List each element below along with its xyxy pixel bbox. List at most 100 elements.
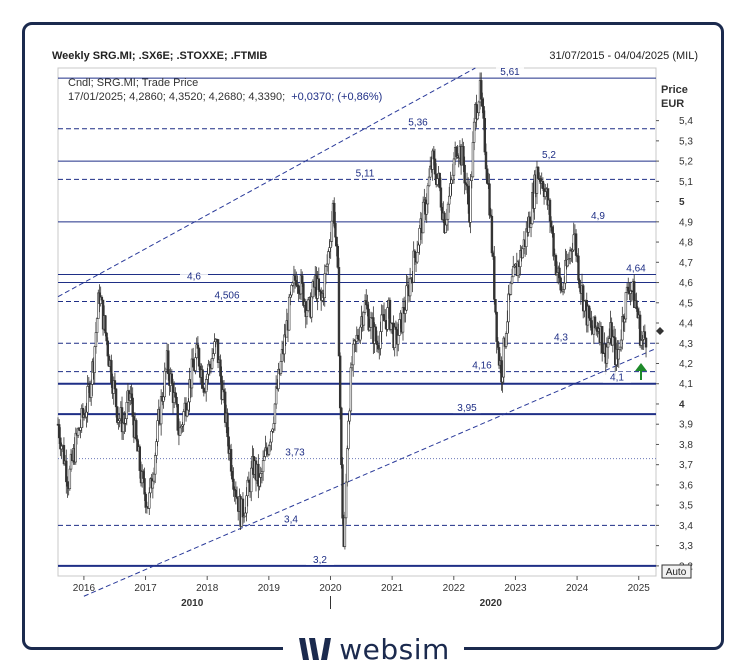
candle-body <box>484 151 488 170</box>
y-tick-label: 4,6 <box>679 278 693 289</box>
candle-body <box>175 396 178 405</box>
y-tick-label: 5 <box>679 197 685 208</box>
candle-body <box>263 456 266 461</box>
candle-body <box>65 460 68 483</box>
y-tick-label: 3,7 <box>679 460 693 471</box>
candle-body <box>201 369 204 389</box>
candle-body <box>113 380 117 390</box>
level-label-bg <box>306 553 334 565</box>
candle-body <box>156 420 159 442</box>
candle-body <box>144 493 147 508</box>
candle-body <box>186 409 189 417</box>
info-ohlc: 17/01/2025; 4,2860; 4,3520; 4,2680; 4,33… <box>68 91 285 103</box>
candle-body <box>244 512 247 517</box>
candle-body <box>219 359 222 377</box>
y-tick-label: 4,7 <box>679 258 693 269</box>
candle-body <box>347 420 350 449</box>
candle-body <box>57 424 61 439</box>
level-label-bg <box>213 289 241 301</box>
candle-body <box>327 251 330 265</box>
candle-body <box>421 201 425 234</box>
candle-body <box>259 473 262 478</box>
candle-body <box>382 314 386 322</box>
x-tick-label: 2019 <box>258 583 281 594</box>
candle-body <box>245 495 248 514</box>
candle-body <box>394 326 398 330</box>
candlesticks <box>56 72 648 550</box>
candle-body <box>143 478 146 495</box>
y-tick-label: 3,5 <box>679 501 693 512</box>
candle-body <box>510 276 514 284</box>
candle-body <box>287 296 291 331</box>
candle-body <box>509 282 513 295</box>
candle-body <box>397 335 400 345</box>
candle-body <box>170 373 174 384</box>
candle-body <box>477 101 481 114</box>
candle-body <box>329 241 332 248</box>
logo-text: websim <box>339 632 450 666</box>
candle-body <box>269 441 272 447</box>
y-tick-label: 5,2 <box>679 157 693 168</box>
candle-body <box>462 146 465 166</box>
candle-body <box>416 251 419 263</box>
level-label: 4,6 <box>187 272 201 283</box>
candle-body <box>100 296 104 301</box>
candle-body <box>436 178 439 185</box>
y-tick-label: 4,5 <box>679 298 693 309</box>
y-tick-label: 3,4 <box>679 521 693 532</box>
candle-body <box>365 300 368 306</box>
candle-body <box>79 427 82 431</box>
x-tick-label: 2024 <box>566 583 589 594</box>
up-arrow-icon <box>635 363 647 380</box>
candle-body <box>317 278 321 291</box>
candle-body <box>467 185 470 205</box>
candle-body <box>413 250 417 258</box>
candle-body <box>274 386 278 405</box>
candle-body <box>577 255 580 281</box>
candle-body <box>213 341 216 354</box>
candle-body <box>485 168 489 184</box>
y-tick-label: 5,4 <box>679 116 693 127</box>
level-label: 4,506 <box>214 291 239 302</box>
candle-body <box>356 334 360 340</box>
candle-body <box>241 498 245 518</box>
level-label: 4,1 <box>610 373 624 384</box>
level-label: 4,3 <box>554 332 568 343</box>
logo: websim <box>0 630 747 668</box>
candle-body <box>204 379 208 393</box>
level-labels: 5,61 5,36 5,2 5,11 4,9 4,64 4,6 4,506 4,3 4,16 4,1… <box>180 66 650 566</box>
candle-body <box>325 263 329 267</box>
y-tick-label: 5,1 <box>679 177 693 188</box>
x-tick-label: 2025 <box>628 583 651 594</box>
x-axis: 2016 2017 2018 2019 2020 2021 2022 2023 2024 2025… <box>73 576 651 609</box>
candle-body <box>335 236 338 247</box>
auto-scale-button[interactable] <box>661 564 692 579</box>
level-label: 5,61 <box>500 67 520 78</box>
candle-body <box>452 158 456 176</box>
candle-body <box>482 106 485 119</box>
candle-body <box>142 471 145 479</box>
level-label: 4,64 <box>626 263 646 274</box>
level-label: 5,2 <box>542 150 556 161</box>
candle-body <box>495 311 498 342</box>
candle-body <box>593 316 597 329</box>
candle-body <box>247 479 251 483</box>
level-label-bg <box>496 66 524 78</box>
candle-body <box>404 309 407 314</box>
candle-body <box>380 314 383 332</box>
candle-body <box>301 275 304 284</box>
y-tick-label: 4 <box>679 399 685 410</box>
candle-body <box>536 166 540 179</box>
level-label: 5,36 <box>408 118 428 129</box>
candle-body <box>323 273 326 299</box>
candle-body <box>178 427 182 436</box>
candle-body <box>105 332 108 342</box>
candle-body <box>162 396 165 402</box>
level-label: 3,4 <box>284 514 298 525</box>
y-tick-label: 4,9 <box>679 217 693 228</box>
level-label-bg <box>277 513 305 525</box>
candle-body <box>606 342 610 348</box>
candle-body <box>623 318 626 323</box>
candle-body <box>574 233 578 256</box>
